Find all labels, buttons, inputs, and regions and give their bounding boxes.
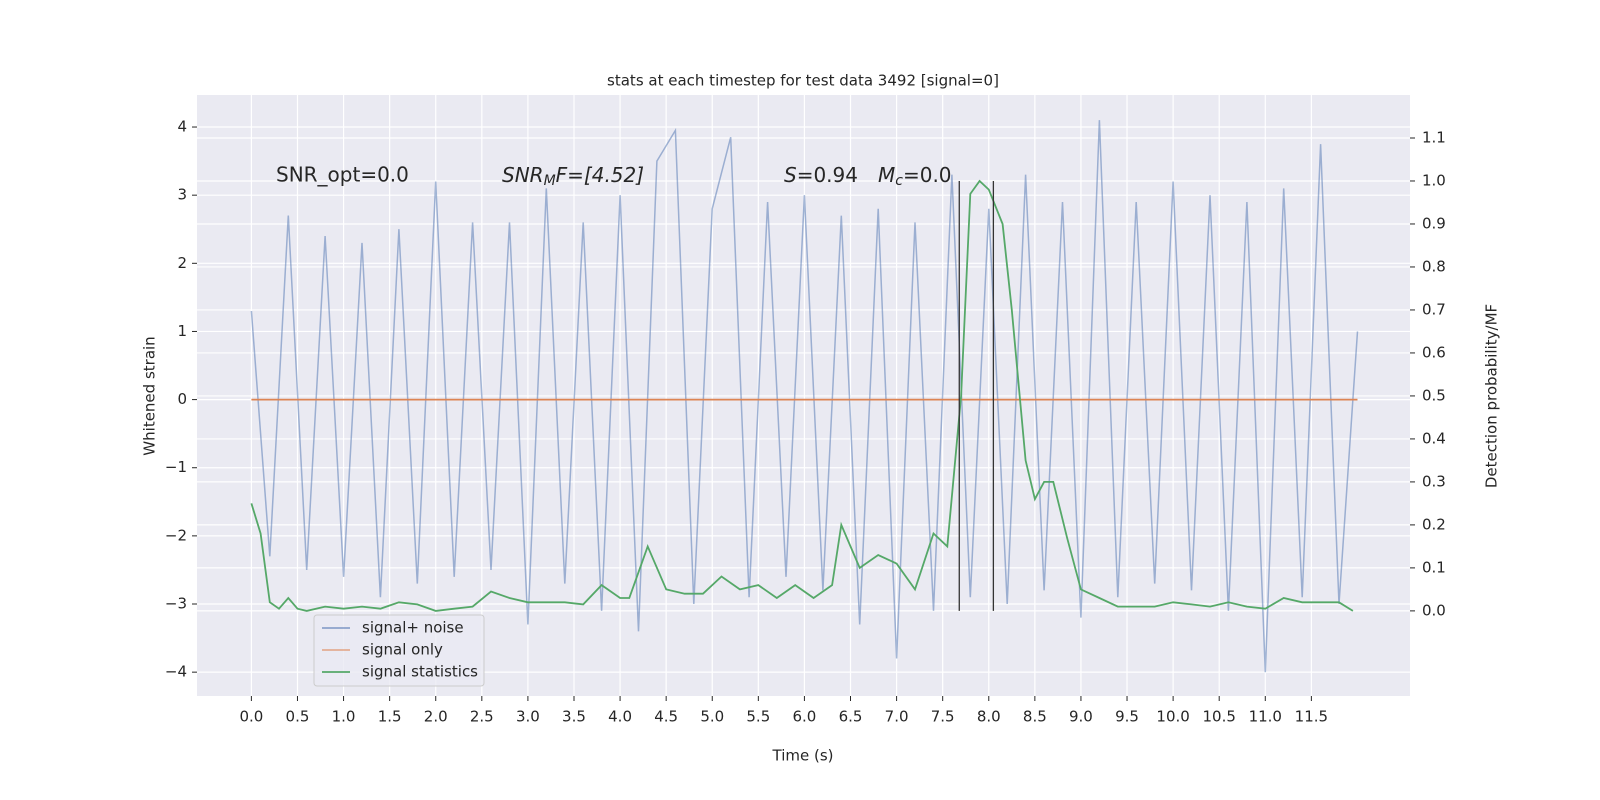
- series-line: [250, 120, 1359, 673]
- annotation-part: M: [544, 173, 556, 189]
- x-tick-label: 0.0: [239, 708, 263, 726]
- y2-tick-label: 0.4: [1422, 429, 1446, 447]
- x-tick-label: 5.5: [746, 708, 770, 726]
- y2-tick-label: 0.5: [1422, 386, 1446, 404]
- x-tick-label: 10.0: [1156, 708, 1189, 726]
- y2-tick-label: 0.0: [1422, 601, 1446, 619]
- annotation: SNRMF=[4.52]: [502, 163, 644, 190]
- annotation-part: =0.0: [903, 163, 952, 187]
- annotation-part: S: [784, 163, 797, 187]
- legend-label: signal only: [362, 641, 443, 659]
- legend-label: signal+ noise: [362, 619, 464, 637]
- y2-tick-label: 0.2: [1422, 515, 1446, 533]
- x-tick-label: 2.5: [470, 708, 494, 726]
- y-tick-label: 1: [177, 322, 187, 340]
- x-tick-label: 6.5: [839, 708, 863, 726]
- annotation-part: M: [878, 163, 895, 187]
- y2-axis-label: Detection probability/MF: [1483, 304, 1501, 488]
- x-tick-label: 1.5: [378, 708, 402, 726]
- x-tick-label: 4.0: [608, 708, 632, 726]
- x-tick-label: 7.5: [931, 708, 955, 726]
- y2-tick-label: 0.6: [1422, 343, 1446, 361]
- annotation: S=0.94: [784, 163, 858, 187]
- x-tick-label: 8.0: [977, 708, 1001, 726]
- annotation: Mc=0.0: [878, 163, 952, 190]
- annotation-part: c: [895, 173, 903, 189]
- y-tick-label: −2: [165, 526, 187, 544]
- x-tick-label: 6.0: [792, 708, 816, 726]
- y2-tick-label: 0.8: [1422, 257, 1446, 275]
- chart-title: stats at each timestep for test data 349…: [607, 72, 999, 90]
- y2-tick-label: 0.1: [1422, 558, 1446, 576]
- x-tick-label: 11.0: [1249, 708, 1282, 726]
- legend-box: [313, 614, 485, 687]
- annotation-part: SNR: [502, 163, 544, 187]
- annotation-part: =0.94: [797, 163, 858, 187]
- y-tick-label: 3: [177, 186, 187, 204]
- y-tick-label: −3: [165, 595, 187, 613]
- y-axis-label: Whitened strain: [141, 336, 159, 455]
- annotation-part: F=[4.52]: [556, 163, 644, 187]
- y-tick-label: −1: [165, 458, 187, 476]
- x-axis-label: Time (s): [772, 747, 834, 765]
- y-tick-label: 2: [177, 254, 187, 272]
- x-tick-label: 11.5: [1295, 708, 1328, 726]
- x-tick-label: 4.5: [654, 708, 678, 726]
- y-tick-label: −4: [165, 663, 187, 681]
- y-tick-label: 0: [177, 390, 187, 408]
- x-tick-label: 5.0: [700, 708, 724, 726]
- x-tick-label: 7.0: [885, 708, 909, 726]
- x-tick-label: 0.5: [286, 708, 310, 726]
- series-line: [250, 179, 1354, 612]
- legend-label: signal statistics: [362, 663, 478, 681]
- y2-tick-label: 1.0: [1422, 171, 1446, 189]
- x-tick-label: 1.0: [332, 708, 356, 726]
- y2-tick-label: 0.7: [1422, 300, 1446, 318]
- x-tick-label: 9.5: [1115, 708, 1139, 726]
- x-tick-label: 9.0: [1069, 708, 1093, 726]
- x-tick-label: 10.5: [1202, 708, 1235, 726]
- x-tick-label: 3.5: [562, 708, 586, 726]
- x-tick-label: 2.0: [424, 708, 448, 726]
- x-tick-label: 3.0: [516, 708, 540, 726]
- y2-tick-label: 1.1: [1422, 128, 1446, 146]
- annotation: SNR_opt=0.0: [276, 163, 409, 187]
- y2-tick-label: 0.9: [1422, 214, 1446, 232]
- x-tick-label: 8.5: [1023, 708, 1047, 726]
- y-tick-label: 4: [177, 118, 187, 136]
- y2-tick-label: 0.3: [1422, 472, 1446, 490]
